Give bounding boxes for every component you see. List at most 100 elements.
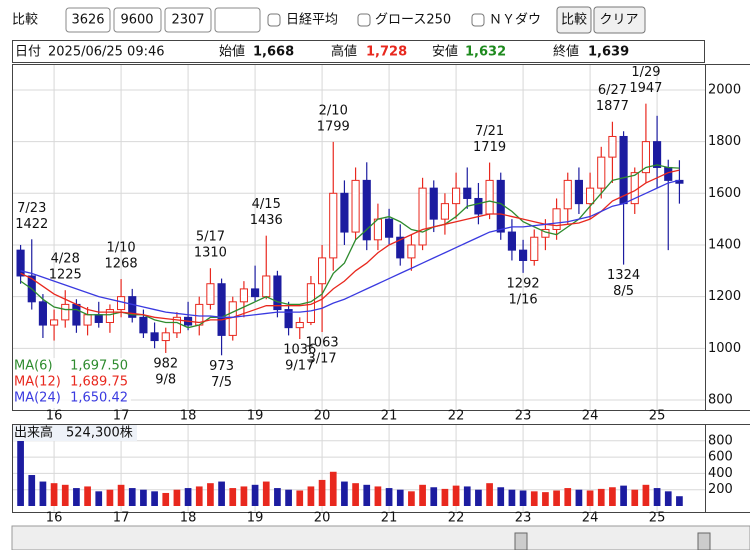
candle-body — [161, 332, 170, 342]
annotation-date: 4/15 — [252, 197, 281, 212]
volume-bar — [173, 489, 181, 506]
candle-body — [429, 187, 438, 220]
x-tick-label: 22 — [448, 409, 465, 424]
volume-bar — [497, 487, 505, 506]
volume-bar — [17, 439, 24, 506]
volume-bar — [207, 483, 214, 506]
volume-bar — [653, 488, 661, 506]
annotation-value: 1225 — [49, 268, 82, 283]
candle-body — [318, 257, 327, 285]
volume-bar — [84, 486, 91, 506]
volume-bar — [586, 490, 594, 506]
volume-bar — [184, 488, 192, 506]
checkbox[interactable] — [267, 13, 281, 27]
compare-button[interactable] — [556, 6, 592, 34]
volume-title-box — [13, 425, 137, 441]
ma-line — [20, 164, 680, 329]
button-label: 比較 — [561, 13, 587, 28]
volume-bar — [151, 491, 158, 506]
x-tick-label: 19 — [247, 409, 264, 424]
candle-body — [117, 296, 126, 311]
candle-body — [574, 179, 583, 205]
clear-button[interactable] — [593, 6, 646, 34]
candle-body — [262, 275, 271, 298]
volume-bar — [564, 488, 572, 506]
candle-body — [597, 156, 606, 189]
volume-bar — [363, 484, 371, 506]
scroll-strip — [11, 525, 750, 550]
code-input[interactable] — [214, 7, 261, 33]
y-tick-label: 600 — [708, 450, 733, 465]
candle-body — [485, 179, 494, 215]
scroll-handle[interactable] — [697, 532, 711, 550]
volume-bar — [341, 481, 348, 506]
y-tick-label: 800 — [708, 392, 733, 407]
candle-body — [139, 316, 148, 334]
candle-body — [273, 275, 282, 311]
candle-body — [329, 192, 338, 259]
candle-body — [619, 135, 628, 205]
volume-bar — [419, 484, 426, 506]
volume-bar — [318, 479, 326, 506]
checkbox[interactable] — [357, 13, 371, 27]
candle-body — [72, 303, 81, 326]
x-tick-label: 24 — [582, 409, 599, 424]
candle-body — [552, 208, 561, 230]
volume-bar — [352, 483, 359, 506]
volume-bar — [285, 489, 292, 506]
scroll-handle[interactable] — [514, 532, 528, 550]
x-tick-label: 21 — [381, 511, 398, 526]
candle-body — [407, 244, 416, 259]
volume-bar — [664, 491, 672, 506]
candle-body — [530, 236, 539, 261]
annotation-date: 5/17 — [196, 230, 225, 245]
annotation-date: 7/23 — [17, 201, 46, 216]
volume-bar — [430, 487, 438, 506]
annotation-value: 1877 — [596, 99, 629, 114]
candle-body — [418, 187, 427, 246]
volume-bar — [463, 486, 471, 506]
volume-bar — [609, 487, 616, 506]
volume-bar — [441, 488, 449, 506]
volume-bar — [240, 486, 248, 506]
ma-line — [20, 179, 680, 318]
code-input[interactable] — [65, 7, 111, 33]
candle-body — [172, 316, 181, 334]
volume-bar — [542, 492, 549, 506]
y-tick-label: 800 — [708, 433, 733, 448]
candle-body — [284, 309, 293, 329]
volume-bar — [452, 485, 460, 506]
volume-bar — [519, 490, 527, 506]
candle-body — [50, 319, 59, 326]
candle-body — [94, 314, 103, 323]
code-text: 2307 — [171, 13, 204, 28]
volume-bar — [553, 490, 560, 506]
quote-label: 始値 — [219, 44, 245, 60]
volume-bar — [676, 496, 683, 506]
x-tick-label: 24 — [582, 511, 599, 526]
x-tick-label: 25 — [649, 409, 666, 424]
code-text: 9600 — [120, 13, 153, 28]
candle-body — [385, 218, 394, 238]
x-tick-label: 21 — [381, 409, 398, 424]
volume-bar — [631, 489, 639, 506]
volume-bar — [117, 484, 125, 506]
annotation-date: 6/27 — [598, 83, 627, 98]
legend-value: 1,689.75 — [70, 375, 128, 390]
annotation-value: 1324 — [607, 268, 640, 283]
y-tick-label: 400 — [708, 466, 733, 481]
volume-bar — [73, 488, 80, 506]
candle-body — [641, 141, 650, 174]
checkbox[interactable] — [471, 13, 485, 27]
annotation-date: 9/17 — [285, 359, 314, 374]
candle-body — [228, 301, 237, 336]
candle-body — [83, 314, 92, 326]
volume-bar — [307, 486, 315, 506]
x-tick-label: 25 — [649, 511, 666, 526]
volume-bar — [508, 489, 516, 506]
y-tick-label: 1800 — [708, 134, 741, 149]
code-input[interactable] — [113, 7, 162, 33]
candle-body — [653, 141, 662, 168]
code-input[interactable] — [164, 7, 212, 33]
